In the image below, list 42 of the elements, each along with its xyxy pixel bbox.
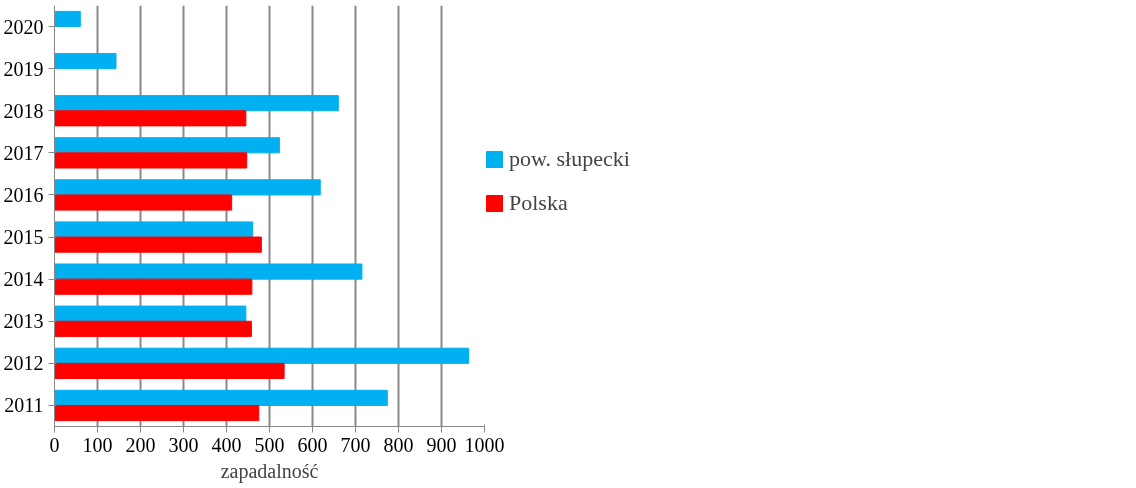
y-tick-label: 2020	[3, 15, 44, 38]
bar	[54, 263, 363, 280]
y-tick-label: 2013	[3, 310, 44, 333]
bar	[54, 194, 233, 211]
bar	[54, 52, 117, 70]
y-tick-label: 2017	[3, 141, 44, 164]
bar	[54, 110, 247, 127]
y-tick-label: 2019	[3, 57, 44, 80]
x-tick-label: 400	[211, 433, 242, 456]
x-tick-label: 900	[426, 433, 457, 456]
bar	[54, 362, 285, 380]
bar	[54, 179, 321, 196]
bar	[54, 221, 254, 238]
bar	[54, 320, 252, 337]
bar	[54, 95, 339, 112]
x-tick-label: 100	[82, 433, 113, 456]
x-tick-label: 300	[168, 433, 199, 456]
x-tick-label: 1000	[464, 433, 505, 456]
bar	[54, 305, 247, 322]
bar	[54, 278, 253, 295]
bar	[54, 404, 260, 422]
bar	[54, 10, 81, 28]
bar	[54, 137, 280, 154]
x-tick-label: 700	[340, 433, 371, 456]
y-tick-label: 2015	[3, 226, 44, 249]
y-tick-label: 2012	[3, 352, 44, 375]
y-tick-label: 2014	[3, 268, 44, 291]
y-tick-label: 2018	[3, 99, 44, 122]
x-axis-title: zapadalność	[220, 459, 319, 483]
x-tick-label: 500	[254, 433, 285, 456]
bar	[54, 152, 248, 169]
bar	[54, 389, 388, 406]
x-tick-label: 800	[383, 433, 414, 456]
y-tick-label: 2011	[4, 394, 44, 417]
legend-label: pow. słupecki	[509, 146, 630, 172]
y-tick-label: 2016	[3, 183, 44, 206]
bar	[54, 347, 470, 364]
bar	[54, 236, 262, 253]
x-tick-label: 600	[297, 433, 328, 456]
x-tick-label: 200	[125, 433, 156, 456]
x-tick-label: 0	[49, 433, 60, 456]
legend-label: Polska	[509, 190, 568, 216]
